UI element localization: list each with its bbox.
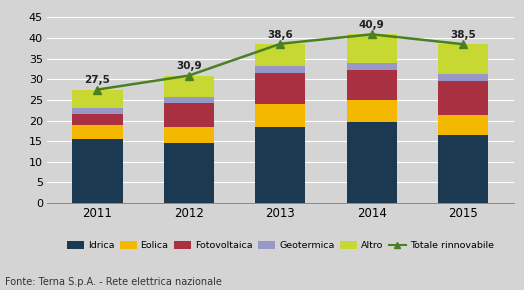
Bar xyxy=(163,97,214,103)
Bar xyxy=(72,126,123,139)
Text: 38,6: 38,6 xyxy=(267,30,293,40)
Bar xyxy=(255,104,305,127)
Bar xyxy=(163,103,214,127)
Bar xyxy=(72,139,123,203)
Bar xyxy=(347,122,397,203)
Text: 27,5: 27,5 xyxy=(84,75,111,86)
Bar xyxy=(163,76,214,97)
Text: 30,9: 30,9 xyxy=(176,61,202,71)
Bar xyxy=(255,73,305,104)
Text: 40,9: 40,9 xyxy=(359,20,385,30)
Bar xyxy=(438,74,488,81)
Bar xyxy=(347,63,397,70)
Bar xyxy=(347,34,397,63)
Bar xyxy=(347,70,397,100)
Bar xyxy=(347,100,397,122)
Bar xyxy=(255,66,305,73)
Text: 38,5: 38,5 xyxy=(450,30,476,40)
Text: Fonte: Terna S.p.A. - Rete elettrica nazionale: Fonte: Terna S.p.A. - Rete elettrica naz… xyxy=(5,277,222,287)
Bar xyxy=(255,127,305,203)
Bar xyxy=(438,81,488,115)
Bar xyxy=(72,114,123,126)
Legend: Idrica, Eolica, Fotovoltaica, Geotermica, Altro, Totale rinnovabile: Idrica, Eolica, Fotovoltaica, Geotermica… xyxy=(67,241,494,250)
Bar xyxy=(438,44,488,74)
Bar xyxy=(255,44,305,66)
Bar xyxy=(72,108,123,114)
Bar xyxy=(438,115,488,135)
Bar xyxy=(438,135,488,203)
Bar xyxy=(163,143,214,203)
Bar xyxy=(72,90,123,108)
Bar xyxy=(163,127,214,143)
